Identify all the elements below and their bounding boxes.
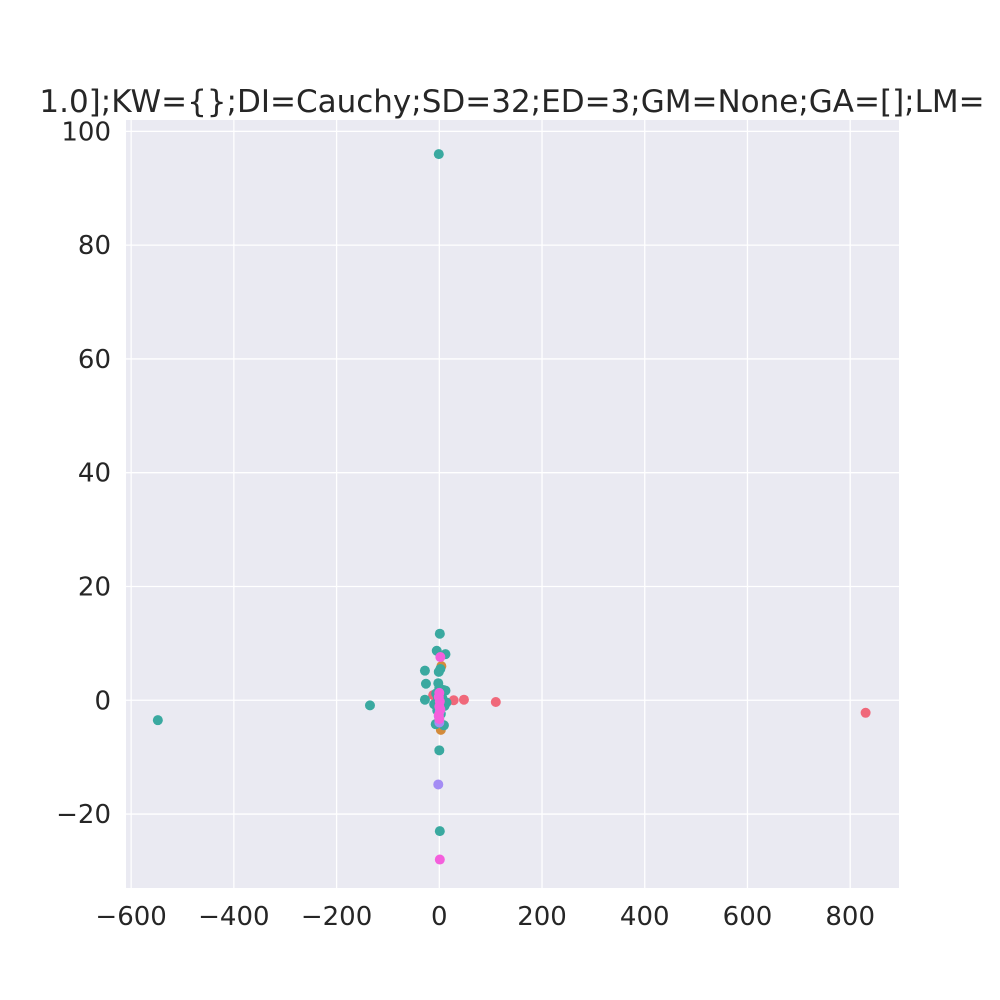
scatter-point (419, 694, 430, 705)
scatter-point (434, 628, 445, 639)
y-tick-label: 60 (78, 345, 111, 375)
x-tick-label: 400 (620, 902, 670, 932)
scatter-point (434, 714, 445, 725)
scatter-point (152, 715, 163, 726)
scatter-point (434, 826, 445, 837)
x-tick-label: −400 (198, 902, 269, 932)
x-tick-label: −200 (301, 902, 372, 932)
x-tick-label: 600 (723, 902, 773, 932)
scatter-point (364, 700, 375, 711)
y-tick-label: 80 (78, 231, 111, 261)
y-tick-label: 20 (78, 572, 111, 602)
scatter-point (435, 663, 446, 674)
y-axis-ticks: −20 0 20 40 60 80 100 (56, 117, 111, 830)
y-tick-label: 100 (61, 117, 111, 147)
plot-background (126, 120, 899, 888)
x-tick-label: 200 (517, 902, 567, 932)
x-tick-label: 800 (825, 902, 875, 932)
y-tick-label: 0 (94, 686, 111, 716)
scatter-point (420, 678, 431, 689)
grid-lines (126, 120, 899, 888)
y-tick-label: 40 (78, 459, 111, 489)
scatter-point (419, 665, 430, 676)
scatter-point (433, 779, 444, 790)
y-tick-label: −20 (56, 800, 111, 830)
scatter-point (435, 652, 446, 663)
x-tick-label: 0 (431, 902, 448, 932)
data-points (152, 149, 871, 865)
scatter-point (458, 694, 469, 705)
scatter-point (434, 854, 445, 865)
scatter-point (490, 696, 501, 707)
scatter-point (434, 745, 445, 756)
x-tick-label: −600 (95, 902, 166, 932)
x-axis-ticks: −600 −400 −200 0 200 400 600 800 (95, 902, 875, 932)
scatter-point (860, 707, 871, 718)
chart-title: 1.0];KW={};DI=Cauchy;SD=32;ED=3;GM=None;… (39, 84, 984, 120)
scatter-point (433, 149, 444, 160)
